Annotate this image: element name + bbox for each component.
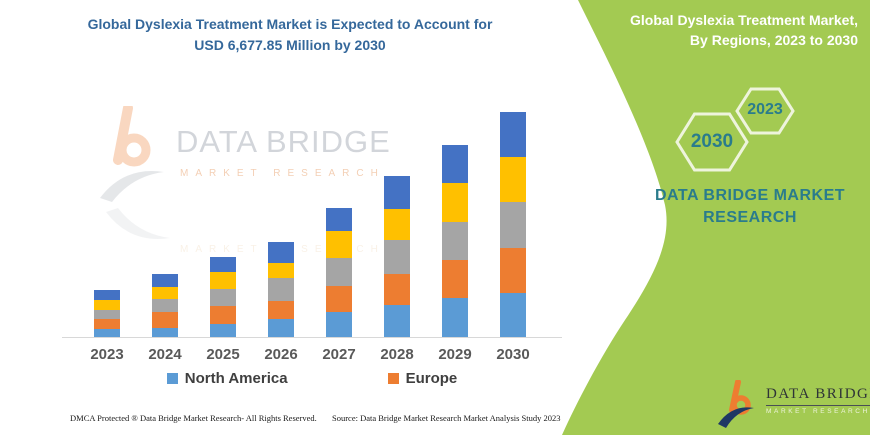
dbmr-logo: DATA BRIDGE MARKET RESEARCH [716, 380, 870, 430]
bar-segment-north-america [442, 298, 468, 337]
bar-segment-unlabeled-yellow [384, 209, 410, 240]
bar-segment-unlabeled-yellow [326, 231, 352, 258]
dbmr-logo-name: DATA BRIDGE [766, 386, 870, 406]
hexagon-2030-icon [675, 112, 749, 172]
hexagon-2023-icon [735, 87, 795, 135]
legend: North America Europe [62, 370, 562, 387]
bar-segment-europe [152, 312, 178, 328]
watermark-subtitle: MARKET RESEARCH [180, 168, 385, 179]
x-axis-label-2026: 2026 [264, 346, 298, 363]
chart-title-line2: USD 6,677.85 Million by 2030 [194, 37, 386, 53]
brand-text: DATA BRIDGE MARKET RESEARCH [640, 185, 860, 229]
bar-segment-unlabeled-yellow [210, 272, 236, 289]
hexagon-2023-label: 2023 [747, 101, 783, 118]
stacked-bar-2027 [326, 208, 352, 337]
footer-source-text: Source: Data Bridge Market Research Mark… [332, 413, 561, 423]
bar-segment-unlabeled-gray [268, 278, 294, 301]
x-axis-label-2023: 2023 [90, 346, 124, 363]
x-axis-label-2029: 2029 [438, 346, 472, 363]
dbmr-logo-text: DATA BRIDGE MARKET RESEARCH [766, 380, 870, 415]
footer-dmca-text: DMCA Protected ® Data Bridge Market Rese… [70, 413, 317, 423]
bar-segment-europe [384, 274, 410, 305]
bar-segment-europe [500, 248, 526, 293]
bar-segment-unlabeled-gray [152, 299, 178, 312]
watermark-title: DATA BRIDGE [176, 124, 391, 159]
watermark-swoosh-reflection-icon [106, 208, 170, 239]
legend-swatch-icon [166, 373, 178, 384]
bar-segment-unlabeled-gray [500, 202, 526, 248]
legend-item-europe: Europe [387, 370, 458, 387]
bar-segment-north-america [326, 312, 352, 337]
bar-segment-europe [442, 260, 468, 298]
bar-segment-europe [326, 286, 352, 312]
x-axis-label-2027: 2027 [322, 346, 356, 363]
stacked-bar-2026 [268, 242, 294, 337]
stacked-bar-2025 [210, 257, 236, 337]
side-panel-heading: Global Dyslexia Treatment Market, By Reg… [548, 10, 858, 50]
bar-segment-europe [94, 319, 120, 329]
x-axis-label-2025: 2025 [206, 346, 240, 363]
legend-label: North America [184, 370, 288, 387]
side-panel-heading-line1: Global Dyslexia Treatment Market, [630, 12, 858, 28]
side-panel-heading-line2: By Regions, 2023 to 2030 [689, 32, 858, 48]
bar-segment-north-america [152, 328, 178, 337]
legend-item-north-america: North America [166, 370, 288, 387]
bar-segment-unlabeled-gray [326, 258, 352, 286]
bar-segment-unlabeled-darkblue [442, 145, 468, 183]
chart-title-line1: Global Dyslexia Treatment Market is Expe… [87, 16, 493, 32]
watermark-b-icon [113, 106, 151, 167]
bar-segment-unlabeled-darkblue [384, 176, 410, 209]
legend-swatch-icon [387, 373, 399, 384]
bar-segment-unlabeled-darkblue [268, 242, 294, 263]
stacked-bar-2030 [500, 112, 526, 337]
bar-segment-unlabeled-yellow [268, 263, 294, 278]
stacked-bar-2028 [384, 176, 410, 337]
stacked-bar-2024 [152, 274, 178, 337]
dbmr-logo-icon [718, 380, 754, 428]
bar-segment-unlabeled-yellow [94, 300, 120, 310]
brand-text-line1: DATA BRIDGE MARKET [654, 187, 846, 204]
bar-segment-unlabeled-darkblue [326, 208, 352, 231]
x-axis-label-2028: 2028 [380, 346, 414, 363]
bar-segment-unlabeled-gray [210, 289, 236, 306]
bar-segment-unlabeled-darkblue [500, 112, 526, 157]
x-axis-label-2024: 2024 [148, 346, 182, 363]
x-axis-label-2030: 2030 [496, 346, 530, 363]
watermark-swoosh-icon [100, 171, 164, 202]
stacked-bar-2029 [442, 145, 468, 337]
hexagon-2030-label: 2030 [690, 131, 734, 152]
bar-segment-unlabeled-yellow [500, 157, 526, 202]
legend-label: Europe [405, 370, 458, 387]
chart-title: Global Dyslexia Treatment Market is Expe… [10, 14, 570, 56]
bar-segment-unlabeled-gray [94, 310, 120, 319]
bar-segment-unlabeled-darkblue [94, 290, 120, 300]
bar-segment-europe [268, 301, 294, 319]
bar-segment-unlabeled-gray [384, 240, 410, 274]
bar-segment-unlabeled-yellow [152, 287, 178, 299]
brand-text-line2: RESEARCH [703, 209, 797, 226]
bar-segment-north-america [94, 329, 120, 337]
bar-segment-north-america [210, 324, 236, 337]
bar-segment-north-america [384, 305, 410, 337]
bar-segment-unlabeled-yellow [442, 183, 468, 222]
bar-segment-unlabeled-darkblue [210, 257, 236, 272]
stacked-bar-2023 [94, 290, 120, 337]
bar-segment-north-america [268, 319, 294, 337]
bar-segment-europe [210, 306, 236, 324]
dbmr-logo-subtitle: MARKET RESEARCH [766, 408, 870, 415]
bar-segment-north-america [500, 293, 526, 337]
bar-segment-unlabeled-gray [442, 222, 468, 260]
bar-segment-unlabeled-darkblue [152, 274, 178, 287]
plot-area [62, 100, 562, 338]
